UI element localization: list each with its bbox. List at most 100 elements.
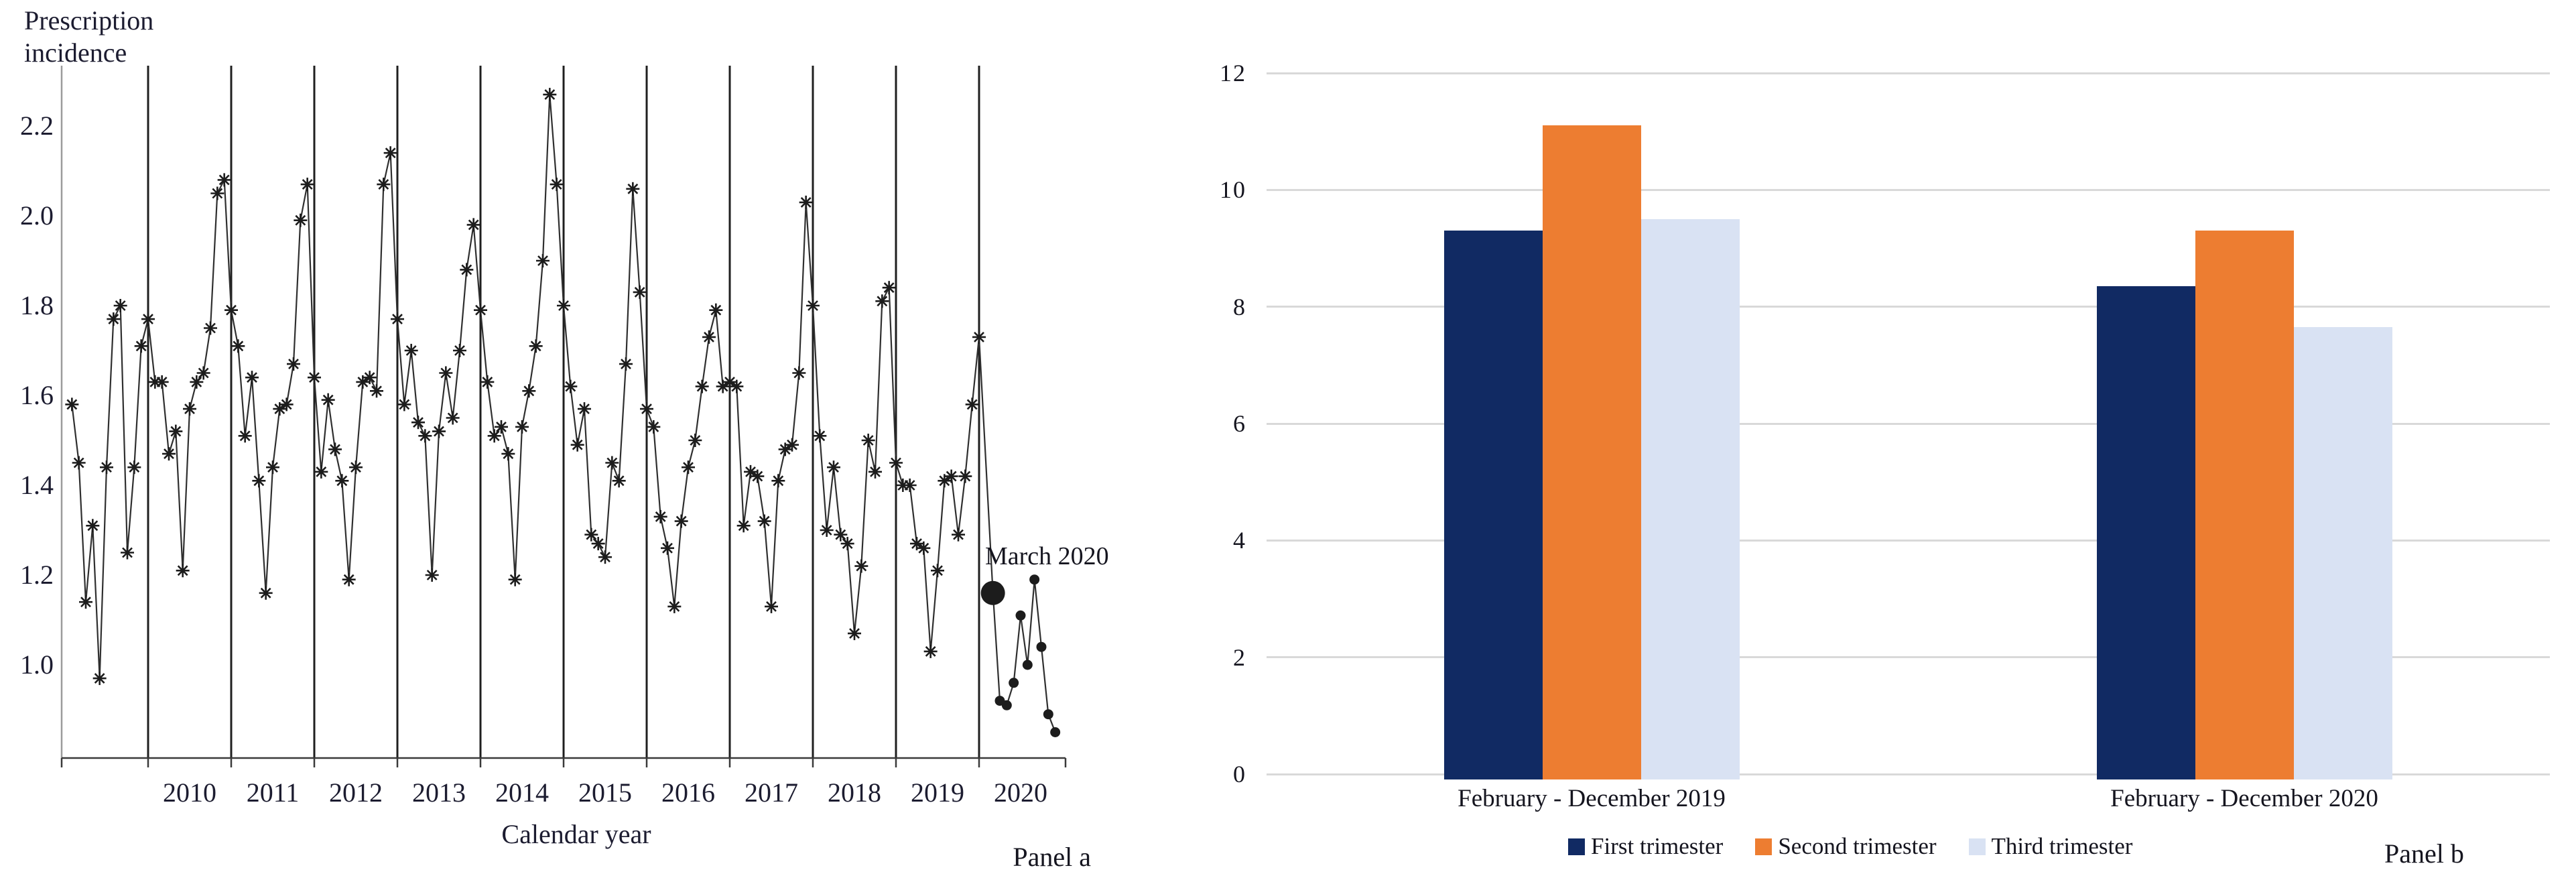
asterisk-marker [155, 375, 169, 389]
asterisk-marker [466, 218, 480, 232]
dot-marker [1015, 610, 1026, 621]
asterisk-marker [827, 460, 840, 475]
asterisk-marker [238, 429, 252, 443]
bar-second-trimester-2019 [1543, 125, 1641, 779]
asterisk-marker [113, 299, 127, 312]
asterisk-marker [765, 599, 778, 613]
x-tick-label: 2014 [495, 777, 549, 808]
asterisk-marker [495, 420, 508, 434]
gridline-10 [1267, 188, 2550, 191]
asterisk-marker [944, 469, 958, 483]
asterisk-marker [910, 537, 923, 551]
bar-second-trimester-2020 [2195, 231, 2294, 779]
asterisk-marker [716, 379, 730, 393]
asterisk-marker [633, 285, 647, 299]
asterisk-marker [522, 384, 536, 398]
asterisk-marker [328, 442, 342, 456]
x-tick-label: 2020 [994, 777, 1047, 808]
asterisk-marker [785, 438, 799, 452]
asterisk-marker [404, 344, 418, 357]
asterisk-marker [217, 173, 231, 187]
bar-third-trimester-2020 [2294, 327, 2392, 779]
asterisk-marker [757, 514, 771, 528]
asterisk-marker [958, 469, 972, 483]
asterisk-marker [813, 429, 827, 443]
asterisk-marker [515, 420, 529, 434]
asterisk-marker [688, 434, 702, 447]
x-tick-label: 2011 [247, 777, 300, 808]
category-label-2020: February - December 2020 [2110, 785, 2378, 812]
legend-swatch [1568, 838, 1585, 855]
asterisk-marker [972, 330, 986, 344]
asterisk-marker [356, 375, 370, 389]
x-tick-label: 2012 [329, 777, 383, 808]
asterisk-marker [647, 420, 661, 434]
asterisk-marker [751, 469, 765, 483]
y-tick-label: 2.0 [20, 200, 54, 231]
dot-marker [1022, 660, 1033, 670]
year-gridlines [147, 66, 980, 758]
asterisk-marker [653, 509, 667, 523]
asterisk-marker [245, 371, 259, 385]
asterisk-marker [259, 586, 273, 600]
asterisk-marker [626, 182, 640, 196]
asterisk-marker [100, 460, 113, 475]
asterisk-marker [127, 460, 141, 475]
legend-item-third-trimester: Third trimester [1968, 833, 2132, 860]
asterisk-marker [723, 375, 736, 389]
asterisk-marker [418, 429, 432, 443]
x-tick-label: 2016 [661, 777, 715, 808]
x-tick-label: 2019 [911, 777, 964, 808]
asterisk-marker [564, 379, 578, 393]
asterisk-marker [952, 527, 965, 542]
category-label-2019: February - December 2019 [1458, 785, 1726, 812]
asterisk-marker [314, 464, 328, 479]
y-tick-label: 1.0 [20, 649, 54, 680]
asterisk-marker [584, 527, 598, 542]
asterisk-marker [536, 254, 550, 267]
asterisk-marker [252, 474, 266, 488]
asterisk-marker [363, 371, 377, 385]
bar-first-trimester-2020 [2097, 286, 2195, 779]
march-2020-annotation: March 2020 [985, 542, 1109, 570]
asterisk-marker [92, 672, 107, 686]
asterisk-marker [882, 281, 896, 295]
asterisk-marker [349, 460, 363, 475]
asterisk-marker [342, 572, 356, 586]
gridline-2 [1267, 656, 2550, 659]
asterisk-marker [508, 572, 522, 586]
asterisk-marker [224, 303, 238, 317]
y-tick-label: 1.4 [20, 470, 54, 500]
asterisk-marker [204, 321, 217, 335]
asterisk-marker [474, 303, 487, 317]
asterisk-marker [917, 541, 931, 555]
x-tick-label: 2010 [163, 777, 216, 808]
incidence-line [71, 95, 1056, 733]
y-tick-label: 10 [1220, 176, 1246, 204]
asterisk-marker [141, 312, 155, 326]
asterisk-marker [834, 527, 848, 542]
asterisk-marker [176, 564, 190, 578]
asterisk-marker [848, 627, 861, 641]
asterisk-marker [501, 447, 515, 461]
asterisk-marker [86, 519, 100, 533]
asterisk-marker [231, 339, 245, 353]
asterisk-marker [107, 312, 121, 326]
y-tick-label: 1.8 [20, 290, 54, 320]
x-tick-label: 2013 [412, 777, 466, 808]
asterisk-marker [411, 416, 425, 430]
x-tick-label: 2018 [828, 777, 881, 808]
bar-first-trimester-2019 [1444, 231, 1543, 779]
asterisk-marker [480, 375, 495, 389]
panel-a-tick-labels: 2.2 2.0 1.8 1.6 1.4 1.2 1.0 2010 2011 2012 2013 201… [20, 111, 1047, 808]
y-tick-label: 0 [1233, 761, 1246, 788]
gridline-6 [1267, 422, 2550, 425]
asterisk-marker [300, 178, 314, 192]
legend-swatch [1968, 838, 1986, 855]
asterisk-marker [744, 464, 757, 479]
asterisk-marker [667, 599, 682, 613]
asterisk-marker [820, 523, 834, 537]
y-tick-label: 2.2 [20, 111, 54, 141]
asterisk-marker [487, 429, 501, 443]
y-tick-label: 1.2 [20, 560, 54, 590]
